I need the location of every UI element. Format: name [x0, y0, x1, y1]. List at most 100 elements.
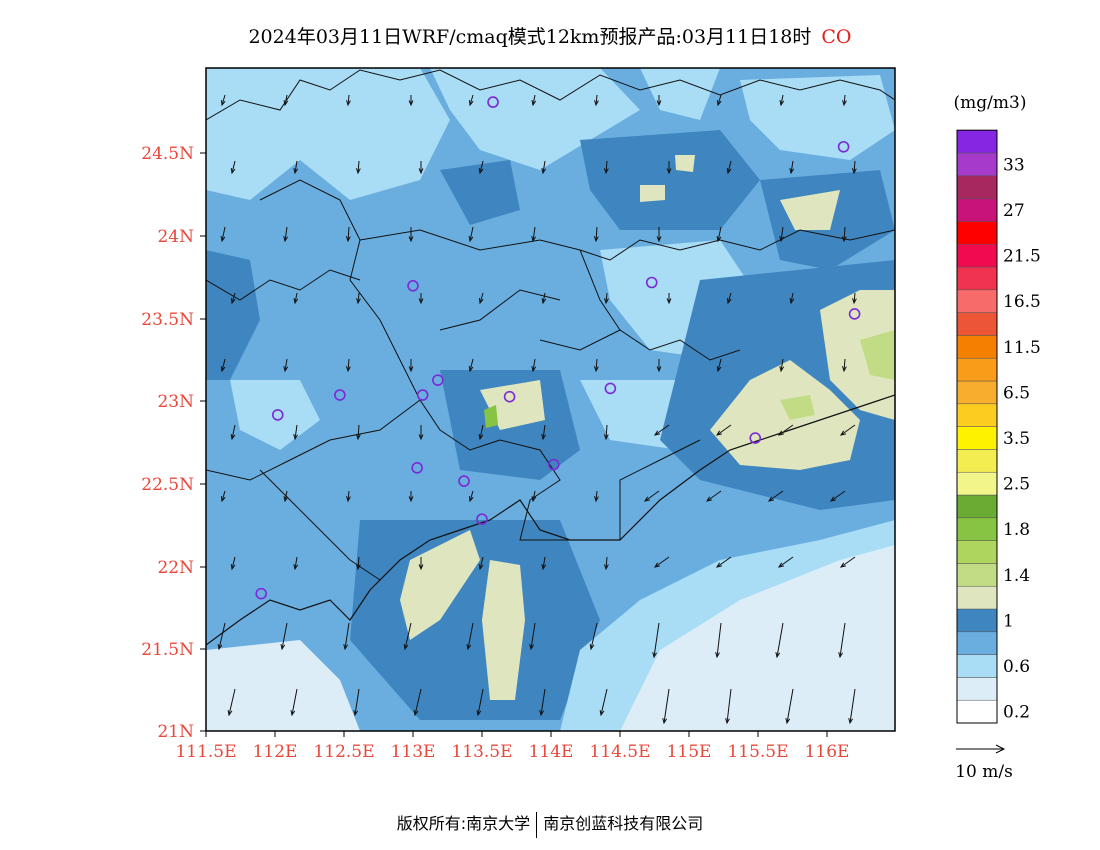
footer-left: 版权所有:南京大学	[396, 814, 531, 833]
wind-arrowhead	[293, 168, 299, 175]
wind-arrow	[284, 94, 288, 106]
wind-arrow	[644, 490, 660, 502]
field-dark-w	[206, 250, 260, 380]
legend-label: 16.5	[1003, 292, 1041, 312]
wind-arrowhead	[716, 365, 722, 373]
station-marker	[476, 513, 488, 525]
wind-arrowhead	[478, 167, 484, 175]
station-marker	[645, 276, 658, 289]
legend-label: 21.5	[1003, 247, 1041, 267]
wind-arrow	[347, 358, 350, 372]
wind-arrowhead	[280, 644, 286, 651]
wind-arrowhead	[852, 298, 857, 305]
wind-arrowhead	[541, 168, 547, 175]
wind-arrowhead	[346, 496, 351, 503]
wind-arrowhead	[705, 496, 712, 502]
wind-arrowhead	[594, 496, 599, 503]
latitude-axis: 24.5N 24N 23.5N 23N 22.5N 22N 21.5N 21N	[141, 144, 206, 742]
wind-arrowhead	[531, 236, 537, 243]
wind-arrowhead	[785, 718, 791, 725]
wind-arrow	[357, 424, 360, 440]
field-light-n	[430, 68, 640, 170]
wind-arrowhead	[227, 709, 233, 717]
wind-arrowhead	[715, 430, 722, 436]
wind-arrow	[221, 490, 226, 502]
lon-tick-label: 112.5E	[313, 742, 374, 762]
wind-arrowhead	[539, 710, 545, 717]
wind-arrow	[542, 292, 546, 304]
wind-arrow	[780, 94, 784, 106]
wind-arrowhead	[726, 297, 732, 305]
wind-arrow	[291, 688, 298, 716]
legend-swatch	[956, 540, 998, 564]
wind-arrowhead	[478, 563, 484, 571]
wind-arrow	[843, 94, 846, 106]
wind-arrow	[294, 160, 298, 174]
wind-arrow	[654, 556, 670, 568]
field-dark-ne	[580, 130, 760, 230]
wind-arrowhead	[767, 496, 774, 502]
wind-arrow	[347, 490, 350, 502]
lon-tick-label: 116E	[805, 742, 850, 762]
wind-arrow	[228, 688, 236, 716]
wind-arrowhead	[839, 562, 846, 568]
wind-arrowhead	[779, 366, 785, 373]
legend-swatch	[956, 357, 998, 382]
wind-arrowhead	[653, 430, 660, 436]
wind-arrowhead	[839, 430, 846, 436]
concentration-field	[206, 68, 895, 731]
wind-arrow	[853, 160, 856, 174]
wind-arrow	[590, 622, 598, 650]
lon-tick-label: 112E	[253, 742, 298, 762]
wind-arrowhead	[777, 562, 784, 568]
field-high-small1	[640, 185, 665, 202]
station-marker	[432, 374, 444, 386]
wind-arrow	[839, 622, 846, 658]
wind-arrowhead	[599, 709, 605, 717]
legend-label: 27	[1003, 201, 1025, 221]
wind-arrow	[221, 94, 226, 106]
wind-arrow	[347, 226, 350, 242]
legend-swatch	[956, 585, 998, 610]
wind-arrow	[344, 622, 350, 650]
wind-arrowhead	[408, 236, 414, 243]
legend-swatch	[956, 426, 998, 450]
wind-arrow	[600, 688, 608, 716]
wind-arrow	[853, 292, 856, 304]
wind-arrow	[294, 556, 298, 570]
wind-arrowhead	[220, 495, 226, 503]
lon-tick-label: 115.5E	[727, 742, 788, 762]
wind-arrow	[479, 424, 484, 440]
wind-scale-label: 10 m/s	[955, 762, 1013, 782]
legend-swatch	[956, 471, 998, 496]
wind-arrowhead	[220, 99, 226, 107]
sea-open	[620, 545, 895, 731]
wind-arrowhead	[789, 298, 795, 305]
wind-arrow	[786, 688, 794, 724]
field-high-small2	[675, 155, 695, 172]
legend-swatch	[956, 654, 998, 678]
wind-arrowhead	[355, 434, 361, 441]
legend-label: 1.4	[1003, 566, 1030, 586]
wind-arrow	[294, 292, 298, 304]
wind-arrow	[595, 358, 598, 372]
legend-label: 6.5	[1003, 383, 1030, 403]
wind-arrowhead	[851, 168, 857, 175]
title-variable: CO	[821, 26, 852, 48]
wind-arrowhead	[838, 652, 844, 659]
wind-arrowhead	[656, 100, 662, 107]
wind-arrow	[532, 490, 536, 502]
wind-arrow	[532, 226, 536, 242]
wind-arrowhead	[346, 100, 351, 107]
wind-arrow	[727, 160, 732, 174]
wind-arrow	[479, 556, 484, 570]
wind-arrowhead	[725, 718, 730, 725]
wind-arrow	[843, 358, 846, 372]
wind-arrow	[540, 688, 546, 716]
lat-tick-label: 21N	[157, 722, 194, 742]
coastline	[206, 394, 895, 646]
wind-arrowhead	[789, 168, 795, 175]
wind-arrow	[347, 94, 350, 106]
wind-arrow	[231, 292, 236, 304]
lon-tick-label: 114.5E	[589, 742, 650, 762]
